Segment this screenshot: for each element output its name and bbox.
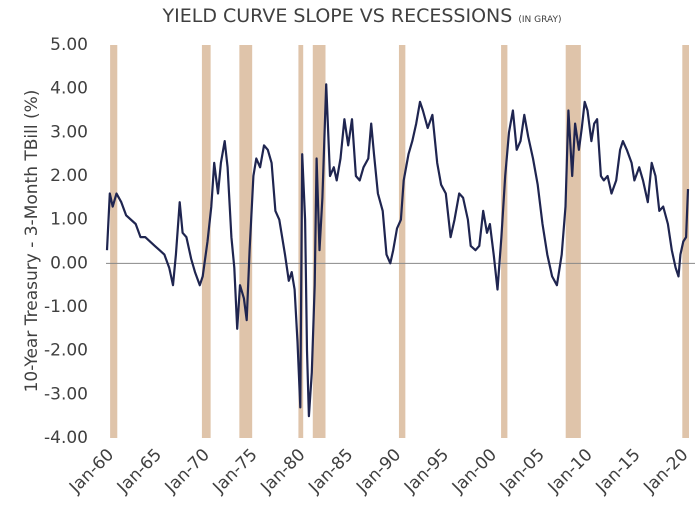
y-tick-label: 4.00 bbox=[50, 79, 88, 99]
y-tick-label: 3.00 bbox=[50, 122, 88, 142]
chart-title: YIELD CURVE SLOPE VS RECESSIONS (IN GRAY… bbox=[162, 5, 562, 27]
recession-band bbox=[110, 45, 118, 438]
recession-band bbox=[398, 45, 406, 438]
x-tick-label: Jan-20 bbox=[639, 445, 692, 498]
data-line bbox=[105, 83, 690, 418]
y-tick-label: -4.00 bbox=[44, 428, 88, 448]
x-tick-label: Jan-70 bbox=[161, 445, 214, 498]
recession-band bbox=[501, 45, 508, 438]
recession-band bbox=[565, 45, 581, 438]
x-tick-label: Jan-65 bbox=[113, 445, 166, 498]
y-tick-label: -1.00 bbox=[44, 297, 88, 317]
recession-band bbox=[201, 45, 211, 438]
x-tick-label: Jan-00 bbox=[448, 445, 501, 498]
x-tick-label: Jan-10 bbox=[544, 445, 597, 498]
y-tick-label: 1.00 bbox=[50, 210, 88, 230]
subtitle: (IN GRAY) bbox=[518, 15, 561, 25]
y-tick-label: 0.00 bbox=[50, 253, 88, 273]
title: YIELD CURVE SLOPE VS RECESSIONS bbox=[162, 5, 513, 27]
y-tick-label: -3.00 bbox=[44, 384, 88, 404]
y-axis-label: 10-Year Treasury - 3-Month TBill (%) bbox=[22, 90, 42, 393]
x-tick-label: Jan-90 bbox=[352, 445, 405, 498]
recession-band bbox=[682, 45, 689, 438]
x-tick-label: Jan-85 bbox=[304, 445, 357, 498]
y-tick-label: 2.00 bbox=[50, 166, 88, 186]
x-tick-label: Jan-80 bbox=[256, 445, 309, 498]
x-tick-label: Jan-15 bbox=[592, 445, 645, 498]
x-tick-label: Jan-75 bbox=[209, 445, 262, 498]
y-tick-label: 5.00 bbox=[50, 35, 88, 55]
x-tick-label: Jan-60 bbox=[65, 445, 118, 498]
x-tick-label: Jan-95 bbox=[400, 445, 453, 498]
y-tick-label: -2.00 bbox=[44, 341, 88, 361]
x-tick-label: Jan-05 bbox=[496, 445, 549, 498]
recession-band bbox=[239, 45, 253, 438]
